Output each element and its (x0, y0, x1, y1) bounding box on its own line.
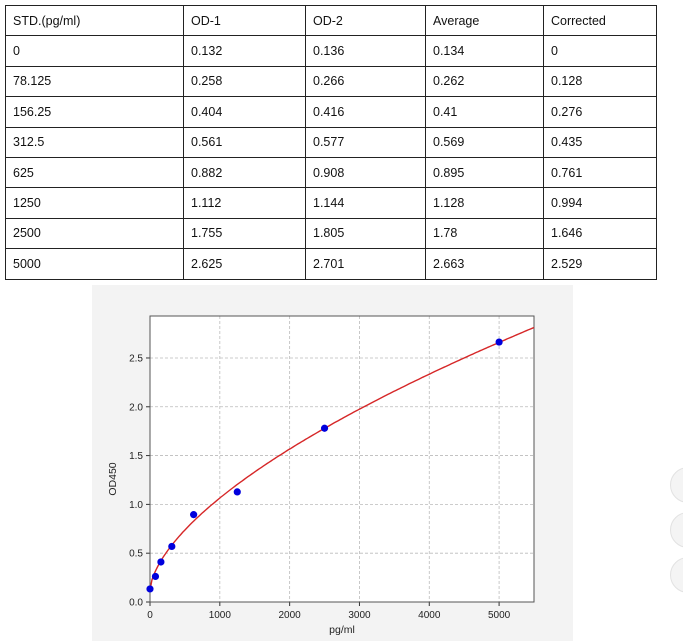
plot-frame (149, 315, 535, 603)
table-cell: 0 (543, 35, 657, 67)
floating-button-3[interactable] (670, 557, 683, 593)
table-cell: 0.895 (425, 156, 544, 189)
x-tick-label: 5000 (488, 610, 511, 621)
table-cell: 0.136 (305, 35, 426, 67)
table-cell: 0.435 (543, 126, 657, 158)
x-tick-label: 1000 (209, 610, 232, 621)
table-cell: 2.625 (183, 248, 306, 280)
table-cell: 0.266 (305, 65, 426, 98)
table-row: 78.125 0.258 0.266 0.262 0.128 (5, 65, 657, 98)
y-tick-label: 1.5 (129, 451, 143, 462)
table-cell: 312.5 (5, 126, 184, 158)
plot-area (150, 316, 534, 602)
table-header-row: STD.(pg/ml) OD-1 OD-2 Average Corrected (5, 4, 657, 37)
table-row: 2500 1.755 1.805 1.78 1.646 (5, 217, 657, 250)
table-row: 0 0.132 0.136 0.134 0 (5, 35, 657, 67)
data-point (146, 585, 154, 593)
table-cell: 0.561 (183, 126, 306, 158)
table-cell: 2.701 (305, 248, 426, 280)
table-cell: 0.132 (183, 35, 306, 67)
table-cell: 2.663 (425, 248, 544, 280)
y-axis-label: OD450 (107, 462, 119, 495)
table-cell: 0.134 (425, 35, 544, 67)
table-cell: 2.529 (543, 248, 657, 280)
table-cell: 1.128 (425, 187, 544, 219)
table-cell: 0.404 (183, 96, 306, 128)
chart-panel: 0 1000 2000 3000 4000 5000 0.0 0.5 1.0 1.5 2.0 2.5 p… (92, 285, 573, 641)
table-row: 156.25 0.404 0.416 0.41 0.276 (5, 96, 657, 128)
column-header: OD-2 (305, 4, 426, 37)
standard-curve-table: STD.(pg/ml) OD-1 OD-2 Average Corrected 0 0.13… (5, 4, 657, 280)
table-row: 1250 1.112 1.144 1.128 0.994 (5, 187, 657, 219)
table-cell: 0.41 (425, 96, 544, 128)
table-cell: 0.882 (183, 156, 306, 189)
table-cell: 1.144 (305, 187, 426, 219)
y-tick-label: 0.5 (129, 549, 143, 560)
y-tick-label: 2.5 (129, 353, 143, 364)
data-point (168, 542, 176, 551)
x-tick-label: 2000 (279, 610, 302, 621)
table-cell: 156.25 (5, 96, 184, 128)
data-point (320, 424, 329, 432)
data-point (190, 511, 198, 519)
table-row: 5000 2.625 2.701 2.663 2.529 (5, 248, 657, 280)
table-cell: 0.908 (305, 156, 426, 189)
floating-button-2[interactable] (670, 512, 683, 548)
column-header: Average (425, 4, 544, 37)
table-cell: 2500 (5, 217, 184, 250)
table-cell: 0.569 (425, 126, 544, 158)
y-tick-label: 1.0 (129, 500, 143, 511)
table-cell: 1250 (5, 187, 184, 219)
table-cell: 0.258 (183, 65, 306, 98)
table-cell: 0.416 (305, 96, 426, 128)
table-cell: 1.805 (305, 217, 426, 250)
table-cell: 1.78 (425, 217, 544, 250)
table-cell: 0.577 (305, 126, 426, 158)
table-cell: 5000 (5, 248, 184, 280)
fit-curve (149, 326, 535, 591)
table-cell: 0 (5, 35, 184, 67)
table-cell: 0.761 (543, 156, 657, 189)
table-cell: 1.112 (183, 187, 306, 219)
table-cell: 0.276 (543, 96, 657, 128)
x-axis-label: pg/ml (329, 624, 355, 636)
data-point (495, 338, 503, 346)
standard-curve-chart: 0 1000 2000 3000 4000 5000 0.0 0.5 1.0 1.5 2.0 2.5 p… (107, 315, 535, 636)
floating-button-1[interactable] (670, 467, 683, 503)
table-cell: 0.994 (543, 187, 657, 219)
data-point (157, 558, 165, 566)
column-header: OD-1 (183, 4, 306, 37)
table-cell: 1.646 (543, 217, 657, 250)
table-cell: 1.755 (183, 217, 306, 250)
data-point (233, 488, 241, 496)
y-tick-label: 0.0 (129, 598, 143, 609)
column-header: Corrected (543, 4, 657, 37)
data-point (151, 572, 160, 581)
x-tick-label: 4000 (418, 610, 441, 621)
table-cell: 78.125 (5, 65, 184, 98)
table-row: 312.5 0.561 0.577 0.569 0.435 (5, 126, 657, 158)
y-tick-label: 2.0 (129, 402, 143, 413)
table-cell: 0.262 (425, 65, 544, 98)
column-header: STD.(pg/ml) (5, 4, 184, 37)
table-row: 625 0.882 0.908 0.895 0.761 (5, 156, 657, 189)
x-tick-label: 0 (147, 610, 153, 621)
x-tick-label: 3000 (348, 610, 371, 621)
table-cell: 625 (5, 156, 184, 189)
table-cell: 0.128 (543, 65, 657, 98)
